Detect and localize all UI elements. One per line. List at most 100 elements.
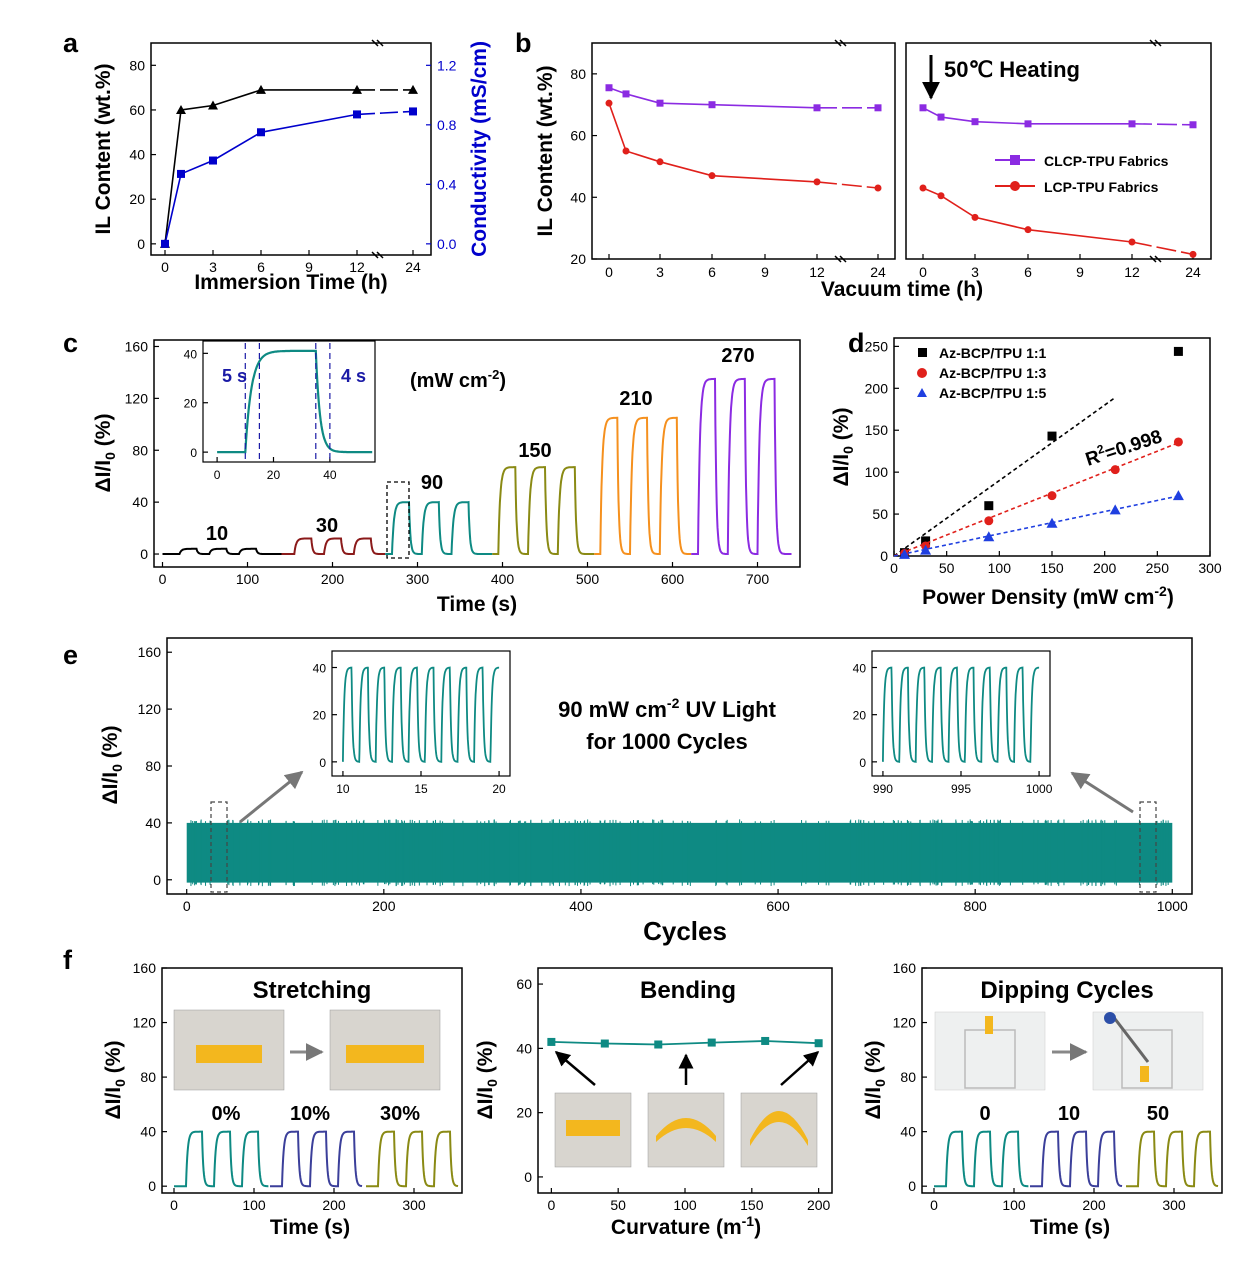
d-y-tick-label: 150 (865, 422, 889, 438)
f1-x-tick-label: 100 (242, 1197, 266, 1213)
b-point (972, 214, 979, 221)
b-point (814, 178, 821, 185)
bend-photo-3 (741, 1093, 817, 1167)
panel-e-title-2: for 1000 Cycles (586, 729, 747, 754)
b-point (938, 114, 945, 121)
f2-point (654, 1041, 662, 1049)
c-x-tick-label: 100 (236, 571, 260, 587)
b-point (709, 172, 716, 179)
f3-x-tick-label: 200 (1082, 1197, 1106, 1213)
panel-e-ylabel: ΔI/I0 (%) (99, 726, 125, 805)
heating-annotation: 50℃ Heating (944, 57, 1080, 82)
a-y-tick-label: 0 (137, 236, 145, 252)
f3-series-0 (934, 1132, 1028, 1187)
d-fit-line (894, 443, 1178, 556)
c-x-tick-label: 300 (406, 571, 430, 587)
a-xtick-label: 0 (161, 259, 169, 275)
c-series-210 (594, 418, 691, 554)
panel-b-frame-left (592, 43, 895, 259)
f2-point (708, 1039, 716, 1047)
b-point (875, 104, 882, 111)
panel-b-legend: CLCP-TPU Fabrics LCP-TPU Fabrics (995, 153, 1169, 195)
a-cond-point (209, 157, 217, 165)
f2-x-tick-label: 200 (807, 1197, 831, 1213)
d-point (984, 501, 993, 510)
b-point (657, 158, 664, 165)
f3-y-tick-label: 160 (893, 960, 917, 976)
b-point (709, 101, 716, 108)
f1-series-2 (366, 1132, 458, 1187)
panel-a-y2label: Conductivity (mS/cm) (468, 41, 491, 257)
f1-label-10: 10% (290, 1103, 330, 1125)
panel-label-c: c (63, 328, 78, 358)
c-x-tick-label: 0 (159, 571, 167, 587)
f3-title: Dipping Cycles (980, 977, 1153, 1004)
a-cond-point (257, 128, 265, 136)
d-x-tick-label: 100 (988, 560, 1012, 576)
e-inset-y-tick-label: 20 (853, 709, 867, 723)
c-y-tick-label: 0 (140, 546, 148, 562)
b-point (1025, 120, 1032, 127)
c-power-label-10: 10 (206, 523, 228, 545)
panel-label-d: d (848, 328, 865, 358)
e-inset-x-tick-label: 20 (492, 782, 506, 796)
a-cond-point (161, 240, 169, 248)
panel-d-ylabel: ΔI/I0 (%) (830, 408, 856, 487)
b-xtick-label: 12 (1124, 264, 1140, 280)
c-power-label-30: 30 (316, 515, 338, 537)
d-point (1174, 437, 1183, 446)
b-point (920, 185, 927, 192)
f1-ylabel: ΔI/I0 (%) (102, 1041, 128, 1120)
panel-f: f 0 100 200 30004080120160 Stretching 0% 10… (63, 945, 1222, 1239)
e-inset-x-tick-label: 1000 (1026, 782, 1053, 796)
f3-label-50: 50 (1147, 1103, 1169, 1125)
c-inset-x-tick-label: 0 (214, 468, 221, 482)
a-y-tick-label: 80 (129, 57, 145, 73)
f3-x-tick-label: 300 (1162, 1197, 1186, 1213)
c-inset-x-tick-label: 40 (323, 468, 337, 482)
d-point (1111, 465, 1120, 474)
d-point (1110, 504, 1121, 514)
legend-clcp: CLCP-TPU Fabrics (1044, 153, 1169, 169)
b-series-line-break (1132, 124, 1193, 125)
a-cond-point (353, 110, 361, 118)
f2-point (815, 1039, 823, 1047)
b-y-tick-label: 20 (570, 251, 586, 267)
f3-y-tick-label: 120 (893, 1015, 917, 1031)
f2-ylabel: ΔI/I0 (%) (474, 1041, 500, 1120)
panel-e-title-1: 90 mW cm-2 UV Light (558, 695, 776, 722)
f1-label-0: 0% (212, 1103, 241, 1125)
d-point (984, 516, 993, 525)
panel-e-xlabel: Cycles (643, 916, 727, 946)
a-y2-tick-label: 1.2 (437, 57, 457, 73)
b-point (1025, 226, 1032, 233)
f2-x-tick-label: 50 (610, 1197, 626, 1213)
f2-y-tick-label: 40 (516, 1040, 532, 1056)
b-point (938, 192, 945, 199)
c-series-270 (691, 379, 791, 554)
b-xtick-label: 6 (1024, 264, 1032, 280)
f2-x-tick-label: 100 (673, 1197, 697, 1213)
f2-point (547, 1038, 555, 1046)
e-inset-y-tick-label: 20 (313, 709, 327, 723)
c-x-tick-label: 500 (576, 571, 600, 587)
panel-d-legend: Az-BCP/TPU 1:1 Az-BCP/TPU 1:3 Az-BCP/TPU… (917, 345, 1047, 401)
c-series-150 (492, 467, 594, 554)
panel-e: e 0 200 400 600 800 100004080120160 10 15 20020… (63, 638, 1192, 946)
legend-1-1: Az-BCP/TPU 1:1 (939, 345, 1047, 361)
e-y-tick-label: 160 (138, 644, 162, 660)
a-y-tick-label: 60 (129, 102, 145, 118)
f2-xlabel: Curvature (m-1) (611, 1213, 761, 1239)
a-y-tick-label: 20 (129, 191, 145, 207)
f3-x-tick-label: 0 (930, 1197, 938, 1213)
f1-y-tick-label: 120 (133, 1015, 157, 1031)
panel-d-xlabel: Power Density (mW cm-2) (922, 583, 1174, 609)
c-power-label-150: 150 (518, 440, 551, 462)
c-inset-y-tick-label: 40 (184, 347, 198, 361)
c-x-tick-label: 200 (321, 571, 345, 587)
r2-label: R2=0.998 (1082, 423, 1165, 470)
f3-y-tick-label: 80 (900, 1069, 916, 1085)
c-inset-y-tick-label: 0 (190, 446, 197, 460)
e-inset-y-tick-label: 0 (319, 756, 326, 770)
panel-a-frame (151, 43, 431, 255)
